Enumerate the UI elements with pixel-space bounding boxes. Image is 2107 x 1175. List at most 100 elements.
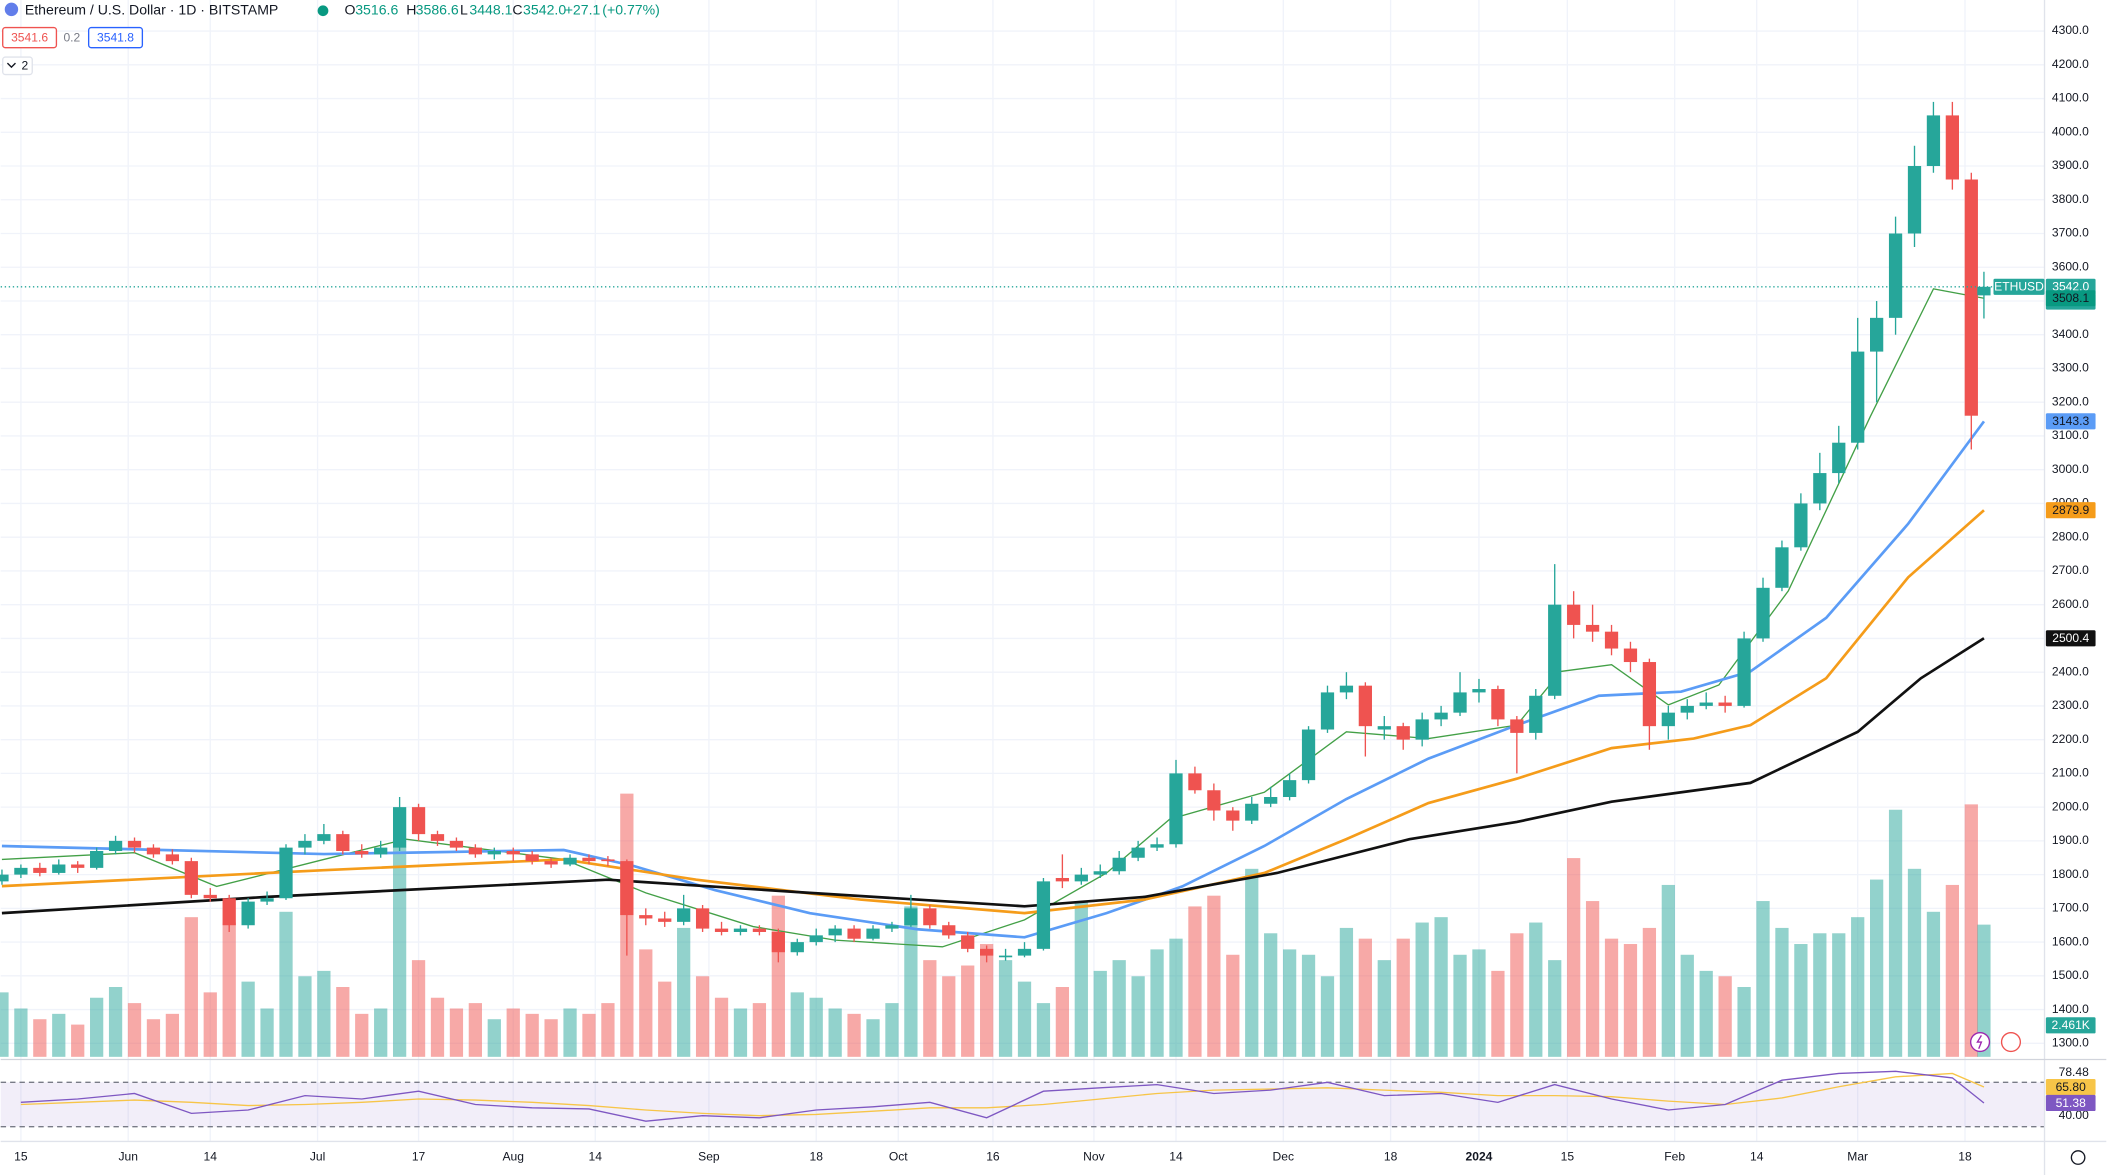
chevron-icon[interactable]	[6, 62, 16, 69]
x-tick-label: Aug	[502, 1150, 524, 1164]
rsi-ma-line	[20, 1072, 1985, 1117]
y-tick-label: 4200.0	[2052, 57, 2089, 71]
x-tick-label: 17	[412, 1150, 426, 1164]
candle-body	[430, 834, 445, 841]
candle-body	[1623, 648, 1638, 663]
candle-body	[544, 861, 558, 865]
volume-bar	[582, 1013, 596, 1057]
volume-bar	[298, 976, 312, 1057]
volume-bar	[733, 1008, 748, 1057]
volume-bar	[1623, 944, 1638, 1057]
candle-body	[0, 874, 9, 882]
symbol-icon[interactable]	[4, 2, 19, 17]
change-percent: (+0.77%)	[602, 1, 660, 17]
flag-icon[interactable]	[2000, 1031, 2022, 1053]
volume-bar	[449, 1008, 464, 1057]
volume-bar	[1282, 949, 1297, 1057]
candle-body	[1453, 692, 1467, 713]
candle-body	[90, 850, 104, 868]
candle-body	[809, 935, 823, 943]
lightning-icon[interactable]	[1976, 1034, 1983, 1050]
candle-body	[847, 928, 861, 939]
x-tick-label: 15	[14, 1150, 28, 1164]
ma-value-label: 3508.1	[2052, 291, 2089, 305]
candle-body	[184, 861, 198, 895]
volume-bar	[1207, 895, 1221, 1057]
volume-bar	[828, 1008, 842, 1057]
volume-label-bg	[2045, 1017, 2096, 1034]
bid-box[interactable]	[2, 26, 58, 49]
candle-body	[1301, 729, 1316, 781]
volume-bar	[487, 1019, 501, 1057]
volume-bar	[1226, 954, 1240, 1057]
candle-body	[1112, 857, 1126, 872]
rsi-value-label-bg	[2045, 1094, 2096, 1112]
ma-value-label-bg	[2045, 502, 2096, 519]
volume-bar	[411, 960, 426, 1057]
candle-body	[1832, 442, 1846, 474]
candle-body	[1604, 631, 1619, 649]
volume-bar	[1718, 976, 1732, 1057]
rsi-value-label: 51.38	[2056, 1096, 2087, 1110]
candle-body	[1226, 810, 1240, 821]
candle-body	[904, 908, 918, 926]
y-tick-label: 2800.0	[2052, 529, 2089, 543]
volume-bar	[374, 1008, 388, 1057]
ask-price[interactable]: 3541.8	[97, 30, 134, 44]
candle-body	[1813, 473, 1827, 504]
change: +27.1	[565, 1, 601, 17]
y-tick-label: 1400.0	[2052, 1002, 2089, 1016]
market-status[interactable]	[317, 5, 329, 17]
candle-body	[923, 908, 937, 926]
ask-box[interactable]	[87, 26, 144, 49]
symbol-title[interactable]: Ethereum / U.S. Dollar · 1D · BITSTAMP	[25, 1, 278, 17]
volume-bar	[506, 1008, 520, 1057]
y-tick-label: 3200.0	[2052, 394, 2089, 408]
ohlc-value: 3516.6	[355, 1, 398, 17]
indicators-count[interactable]: 2	[22, 59, 29, 73]
x-tick-label: 14	[1750, 1150, 1764, 1164]
indicators-toggle[interactable]	[2, 56, 33, 76]
candle-body	[449, 840, 464, 848]
candle-body	[1737, 638, 1751, 706]
volume-pane	[0, 793, 1991, 1057]
candle-body	[1245, 803, 1259, 821]
candle-body	[525, 854, 539, 862]
candle-body	[506, 850, 520, 855]
x-tick-label: Mar	[1847, 1150, 1868, 1164]
volume-bar	[639, 949, 653, 1057]
volume-bar	[1415, 922, 1429, 1057]
volume-bar	[1245, 868, 1259, 1057]
candle-body	[1169, 773, 1183, 845]
footer-icons	[1969, 1031, 2086, 1165]
ohlc-label: C	[512, 1, 522, 17]
candle-body	[1529, 695, 1543, 733]
x-tick-label: Jul	[310, 1150, 325, 1164]
rsi-ma-label-bg	[2045, 1078, 2096, 1096]
volume-bar	[1851, 917, 1865, 1057]
candle-body	[1036, 881, 1051, 949]
volume-bar	[847, 1013, 861, 1057]
volume-bar	[771, 895, 785, 1057]
candle-body	[52, 864, 66, 873]
last-price-label: 3542.0	[2052, 280, 2089, 294]
volume-bar	[1548, 960, 1562, 1057]
bid-price[interactable]: 3541.6	[11, 30, 48, 44]
volume-bar	[1699, 970, 1713, 1057]
y-tick-label: 4000.0	[2052, 124, 2089, 138]
candle-body	[1926, 115, 1941, 167]
candle-body	[1358, 685, 1372, 727]
candle-body	[1756, 587, 1770, 639]
volume-bar	[525, 1013, 539, 1057]
candle-body	[411, 807, 426, 835]
candle-body	[1907, 166, 1922, 234]
settings-icon[interactable]	[2070, 1150, 2086, 1165]
volume-bar	[33, 1019, 47, 1057]
ma-value-label: 2500.4	[2052, 631, 2089, 645]
volume-bar	[392, 847, 407, 1057]
volume-bar	[1434, 917, 1448, 1057]
volume-bar	[677, 927, 691, 1057]
candle-body	[1567, 604, 1581, 625]
